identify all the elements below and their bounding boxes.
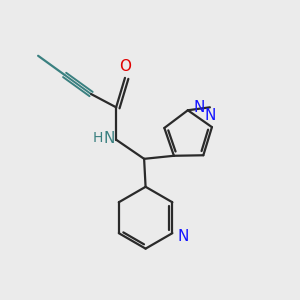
Text: N: N	[104, 131, 115, 146]
Text: H: H	[93, 131, 103, 145]
Text: N: N	[194, 100, 205, 115]
Text: N: N	[205, 108, 216, 123]
Text: N: N	[178, 229, 189, 244]
Text: O: O	[120, 59, 132, 74]
